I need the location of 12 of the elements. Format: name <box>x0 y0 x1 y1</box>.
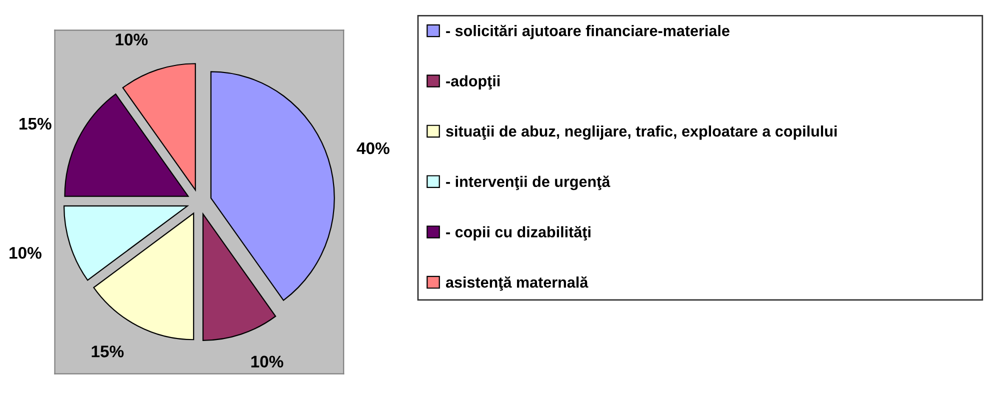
data-label: 10% <box>10 247 42 259</box>
legend-label: - intervenţii de urgenţă <box>446 176 610 190</box>
data-label: 15% <box>20 118 52 130</box>
data-label: 40% <box>356 142 390 154</box>
legend-label: asistenţă maternală <box>446 276 588 291</box>
data-label: 10% <box>116 34 148 46</box>
data-label: 15% <box>92 346 124 358</box>
legend-label: - solicitări ajutoare financiare-materiale <box>446 24 730 40</box>
legend-label: -adopţii <box>446 75 500 90</box>
legend-label: - copii cu dizabilităţi <box>446 226 590 240</box>
data-label: 10% <box>251 356 284 368</box>
legend-label: situaţii de abuz, neglijare, trafic, exploatare a copilului <box>446 125 837 140</box>
